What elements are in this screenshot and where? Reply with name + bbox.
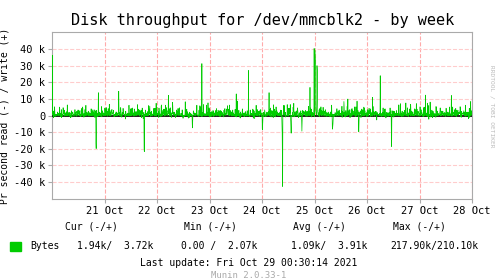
Text: RRDTOOL / TOBI OETIKER: RRDTOOL / TOBI OETIKER [490,65,495,148]
Text: 0.00 /  2.07k: 0.00 / 2.07k [181,241,258,251]
Text: Max (-/+): Max (-/+) [393,221,445,232]
Text: Bytes: Bytes [30,241,59,251]
Text: Cur (-/+): Cur (-/+) [65,221,117,232]
Text: Avg (-/+): Avg (-/+) [293,221,346,232]
Y-axis label: Pr second read (-) / write (+): Pr second read (-) / write (+) [0,27,10,204]
Title: Disk throughput for /dev/mmcblk2 - by week: Disk throughput for /dev/mmcblk2 - by we… [71,13,454,28]
Text: Last update: Fri Oct 29 00:30:14 2021: Last update: Fri Oct 29 00:30:14 2021 [140,258,357,268]
Text: 1.94k/  3.72k: 1.94k/ 3.72k [77,241,154,251]
Text: Munin 2.0.33-1: Munin 2.0.33-1 [211,271,286,280]
Text: Min (-/+): Min (-/+) [184,221,237,232]
Text: 217.90k/210.10k: 217.90k/210.10k [390,241,478,251]
Text: 1.09k/  3.91k: 1.09k/ 3.91k [291,241,367,251]
